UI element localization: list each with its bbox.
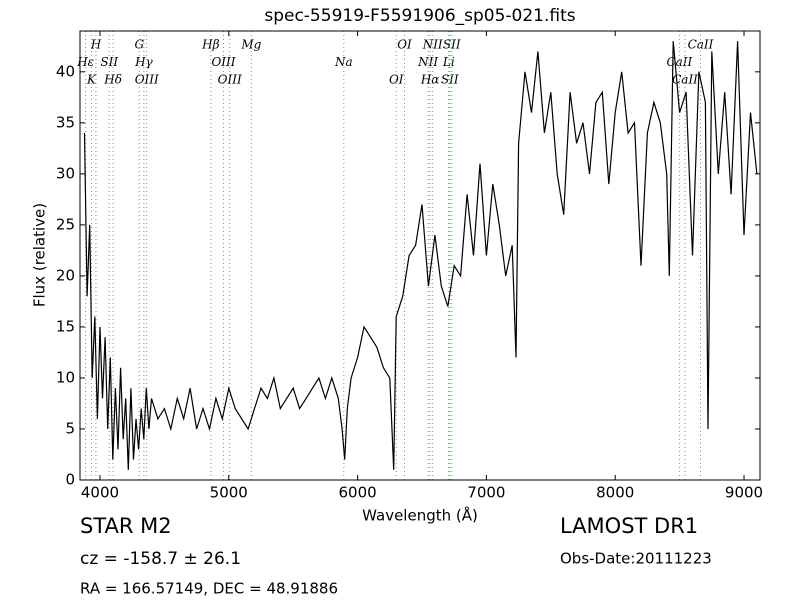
spectral-line-label: Li — [442, 55, 455, 69]
spectral-line-label: Hδ — [103, 73, 122, 87]
survey: LAMOST DR1 — [560, 514, 698, 538]
x-axis-label: Wavelength (Å) — [362, 506, 478, 525]
spectral-line-label: Hε — [76, 55, 94, 69]
plot-frame — [79, 30, 761, 481]
object-class: STAR M2 — [80, 514, 172, 538]
y-tick-label: 25 — [56, 215, 75, 233]
y-tick-label: 30 — [56, 164, 75, 182]
spectral-line-label: SII — [441, 73, 459, 87]
x-tick-label: 7000 — [467, 484, 505, 502]
y-axis-label: Flux (relative) — [31, 203, 49, 307]
y-tick-label: 0 — [65, 471, 75, 489]
x-tick-label: 6000 — [338, 484, 376, 502]
spectral-line-label: K — [86, 73, 97, 87]
spectral-line-label: OIII — [135, 73, 159, 87]
spectral-line-label: SII — [100, 55, 118, 69]
coordinates: RA = 166.57149, DEC = 48.91886 — [80, 580, 338, 598]
spectral-line-label: Hα — [420, 73, 440, 87]
spectral-line-label: OIII — [218, 73, 242, 87]
spectral-line-label: OIII — [211, 55, 235, 69]
x-tick-label: 8000 — [596, 484, 634, 502]
y-tick-label: 5 — [65, 419, 75, 437]
spectral-line-label: CaII — [688, 38, 714, 52]
redshift: cz = -158.7 ± 26.1 — [80, 549, 241, 569]
obs-date: Obs-Date:20111223 — [560, 550, 712, 568]
spectral-line-label: G — [134, 38, 144, 52]
y-tick-label: 40 — [56, 62, 75, 80]
y-tick-label: 15 — [56, 317, 75, 335]
spectral-line-label: NII — [422, 38, 443, 52]
spectral-line-label: Hγ — [134, 55, 153, 69]
spectrum-line — [83, 41, 758, 470]
chart-title: spec-55919-F5591906_sp05-021.fits — [264, 6, 575, 26]
y-tick-label: 35 — [56, 113, 75, 131]
spectral-line-label: CaII — [672, 73, 698, 87]
spectral-line-label: SII — [443, 38, 461, 52]
spectral-line-label: NII — [417, 55, 438, 69]
spectral-line-label: OI — [389, 73, 404, 87]
spectral-line-label: OI — [397, 38, 412, 52]
spectral-line-label: CaII — [666, 55, 692, 69]
y-tick-label: 20 — [56, 266, 75, 284]
x-tick-label: 9000 — [725, 484, 763, 502]
spectral-line-label: H — [90, 38, 102, 52]
y-tick-label: 10 — [56, 368, 75, 386]
x-tick-label: 5000 — [210, 484, 248, 502]
spectral-line-label: Hβ — [201, 38, 219, 52]
x-tick-label: 4000 — [81, 484, 119, 502]
spectral-line-label: Mg — [240, 38, 261, 52]
spectral-line-label: Na — [334, 55, 353, 69]
